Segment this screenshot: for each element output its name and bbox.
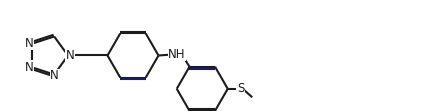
- Text: N: N: [50, 69, 59, 82]
- Text: N: N: [66, 49, 74, 61]
- Text: NH: NH: [168, 48, 186, 61]
- Text: N: N: [25, 37, 33, 50]
- Text: N: N: [25, 61, 33, 74]
- Text: S: S: [237, 82, 244, 95]
